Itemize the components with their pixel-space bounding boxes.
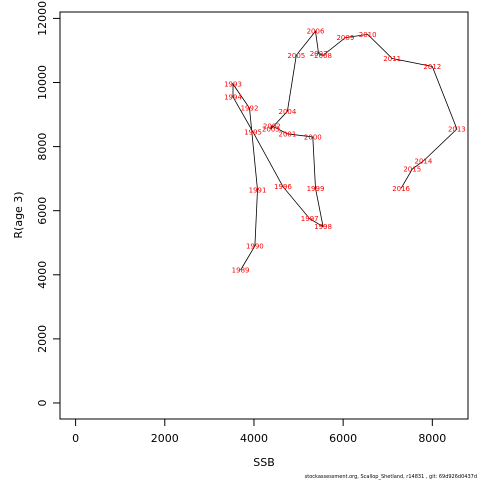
footer-credit: stockassessment.org, Scallop_Shetland, r… [305,474,477,480]
year-label: 2013 [448,125,466,133]
y-tick-label: 8000 [36,133,49,161]
year-label: 2015 [403,166,421,174]
point-labels: 1989 1990 1991 1992 1993 1994 1995 1996 19971998… [224,28,466,275]
x-axis-label: SSB [253,456,275,469]
year-label: 1993 [224,81,242,89]
year-label: 1994 [224,93,242,101]
x-tick-label: 2000 [151,432,179,445]
year-label: 2008 [314,52,332,60]
year-label: 2004 [278,108,296,116]
year-label: 1991 [249,186,267,194]
x-axis: 0 2000 4000 6000 8000 [72,418,446,445]
year-label: 2011 [383,55,401,63]
year-label: 2014 [414,158,432,166]
y-tick-label: 0 [36,399,49,406]
year-label: 2000 [304,133,322,141]
year-label: 2010 [359,31,377,39]
trajectory-path [232,30,458,271]
y-tick-label: 4000 [36,261,49,289]
x-tick-label: 8000 [418,432,446,445]
y-axis: 0 2000 4000 6000 8000 10000 12000 [36,1,61,406]
y-tick-label: 10000 [36,65,49,100]
y-tick-label: 2000 [36,325,49,353]
year-label: 1992 [241,105,259,113]
year-label: 1996 [274,183,292,191]
series-line [232,30,458,271]
year-label: 2005 [287,52,305,60]
year-label: 2009 [336,34,354,42]
year-label: 2016 [392,185,410,193]
year-label: 2006 [307,28,325,36]
year-label: 1998 [314,223,332,231]
year-label: 1995 [244,129,262,137]
year-label: 2003 [262,125,280,133]
year-label: 1999 [307,185,325,193]
year-label: 2012 [423,63,441,71]
year-label: 2002 [263,122,281,130]
year-label: 2001 [278,130,296,138]
plot-frame [59,11,469,420]
x-tick-label: 4000 [240,432,268,445]
x-tick-label: 6000 [329,432,357,445]
year-label: 1989 [232,266,250,274]
x-tick-label: 0 [72,432,79,445]
y-tick-label: 6000 [36,197,49,225]
y-axis-label: R(age 3) [12,191,25,238]
year-label: 1990 [246,242,264,250]
year-label: 1997 [301,215,319,223]
year-label: 2007 [310,50,328,58]
y-tick-label: 12000 [36,1,49,36]
